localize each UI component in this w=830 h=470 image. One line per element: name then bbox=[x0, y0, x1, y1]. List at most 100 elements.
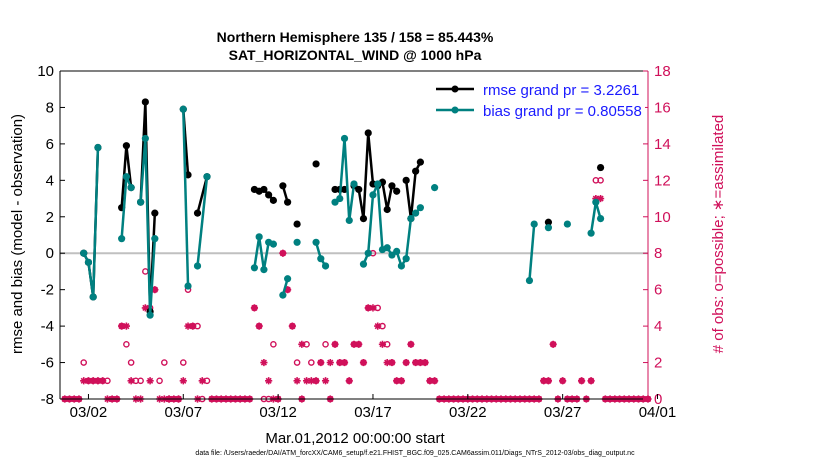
obs-possible-marker bbox=[270, 341, 277, 348]
bias-point bbox=[369, 191, 377, 199]
bias-series-line bbox=[82, 147, 100, 299]
bias-point bbox=[151, 235, 159, 243]
data-file-footnote: data file: /Users/raeder/DAI/ATM_forcXX/… bbox=[195, 450, 635, 457]
rmse-point bbox=[402, 176, 410, 184]
x-tick-label: 03/02 bbox=[70, 404, 108, 421]
obs-assimilated-marker bbox=[298, 340, 306, 348]
obs-assimilated-marker bbox=[431, 377, 439, 385]
obs-assimilated-marker bbox=[331, 340, 339, 348]
bias-point bbox=[407, 215, 415, 223]
rmse-point bbox=[383, 205, 391, 214]
obs-assimilated-marker bbox=[393, 377, 401, 385]
y-tick-label-left: 10 bbox=[37, 63, 54, 80]
obs-assimilated-marker bbox=[255, 322, 263, 330]
y-tick-label-left: 8 bbox=[46, 99, 54, 116]
obs-assimilated-marker bbox=[402, 358, 410, 367]
bias-series-line bbox=[139, 137, 157, 317]
rmse-point bbox=[151, 209, 159, 217]
x-tick-label: 03/17 bbox=[354, 404, 392, 421]
bias-point bbox=[94, 143, 102, 152]
obs-possible-marker bbox=[80, 359, 88, 366]
obs-assimilated-marker bbox=[307, 377, 315, 385]
obs-possible-marker bbox=[127, 359, 135, 366]
rmse-series-line bbox=[404, 161, 422, 220]
obs-assimilated-marker bbox=[359, 358, 368, 367]
obs-assimilated-marker bbox=[302, 377, 311, 385]
bias-point bbox=[321, 262, 330, 270]
obs-assimilated-marker bbox=[407, 340, 415, 348]
obs-assimilated-marker bbox=[151, 286, 159, 294]
obs-assimilated-marker bbox=[355, 340, 363, 348]
chart: Northern Hemisphere 135 / 158 = 85.443% … bbox=[9, 29, 727, 447]
obs-possible-marker bbox=[308, 359, 315, 366]
bias-point bbox=[279, 291, 287, 299]
x-tick-label: 03/07 bbox=[165, 404, 203, 421]
rmse-point bbox=[193, 209, 202, 217]
obs-possible-marker bbox=[142, 268, 149, 275]
chart-subtitle: SAT_HORIZONTAL_WIND @ 1000 hPa bbox=[229, 47, 482, 63]
rmse-point bbox=[312, 160, 320, 168]
bias-point bbox=[525, 276, 534, 285]
bias-point bbox=[544, 224, 553, 232]
bias-point bbox=[122, 173, 130, 181]
obs-assimilated-marker bbox=[279, 249, 287, 257]
obs-assimilated-marker bbox=[84, 377, 93, 385]
obs-possible-marker bbox=[293, 359, 301, 366]
obs-assimilated-marker bbox=[397, 377, 406, 385]
bias-point bbox=[431, 184, 439, 192]
bias-point bbox=[255, 233, 263, 241]
rmse-point bbox=[596, 163, 605, 172]
bias-series-line bbox=[196, 176, 209, 267]
bias-point bbox=[84, 258, 93, 266]
bias-point bbox=[260, 266, 268, 274]
bias-point bbox=[193, 262, 202, 270]
y-tick-label-right: 2 bbox=[654, 355, 662, 372]
obs-assimilated-marker bbox=[345, 377, 353, 385]
obs-assimilated-marker bbox=[288, 322, 296, 330]
rmse-point bbox=[364, 129, 372, 137]
x-tick-label: 03/12 bbox=[259, 404, 297, 421]
obs-assimilated-marker bbox=[184, 322, 192, 330]
obs-assimilated-marker bbox=[383, 358, 391, 367]
obs-assimilated-marker bbox=[326, 358, 334, 367]
x-tick-label: 04/01 bbox=[639, 404, 677, 421]
obs-assimilated-marker bbox=[374, 322, 382, 330]
rmse-point bbox=[412, 167, 420, 175]
rmse-point bbox=[265, 191, 273, 199]
rmse-point bbox=[416, 158, 424, 166]
obs-assimilated-marker bbox=[540, 377, 548, 385]
bias-point bbox=[89, 293, 97, 301]
obs-assimilated-marker bbox=[89, 377, 97, 385]
obs-assimilated-marker bbox=[587, 377, 595, 385]
obs-assimilated-marker bbox=[350, 340, 358, 348]
obs-assimilated-marker bbox=[378, 340, 387, 348]
bias-point bbox=[397, 262, 406, 270]
y-tick-label-right: 4 bbox=[654, 318, 662, 335]
bias-series-line bbox=[528, 223, 536, 281]
obs-possible-marker bbox=[137, 377, 144, 385]
rmse-point bbox=[293, 220, 301, 228]
y-tick-label-left: 0 bbox=[46, 245, 54, 262]
obs-possible-marker bbox=[179, 359, 187, 366]
legend-bias-marker bbox=[451, 106, 459, 114]
bias-point bbox=[596, 215, 605, 223]
obs-assimilated-marker bbox=[592, 194, 600, 203]
y-tick-label-right: 10 bbox=[654, 209, 671, 226]
rmse-point bbox=[359, 215, 368, 223]
obs-assimilated-marker bbox=[293, 377, 301, 385]
bias-point bbox=[80, 249, 88, 257]
legend-bias-label: bias grand pr = 0.80558 bbox=[483, 103, 642, 120]
legend: rmse grand pr = 3.2261 bias grand pr = 0… bbox=[430, 80, 645, 122]
bias-point bbox=[402, 255, 410, 263]
bias-point bbox=[250, 264, 259, 272]
obs-assimilated-marker bbox=[364, 304, 372, 312]
obs-assimilated-marker bbox=[94, 377, 102, 385]
y-tick-label-right: 0 bbox=[654, 391, 662, 408]
obs-assimilated-marker bbox=[340, 358, 349, 367]
obs-assimilated-marker bbox=[544, 377, 553, 385]
bias-point bbox=[312, 238, 320, 246]
bias-point bbox=[416, 204, 424, 212]
obs-assimilated-marker bbox=[198, 377, 206, 385]
y-tick-label-right: 18 bbox=[654, 63, 671, 80]
bias-point bbox=[179, 105, 187, 113]
